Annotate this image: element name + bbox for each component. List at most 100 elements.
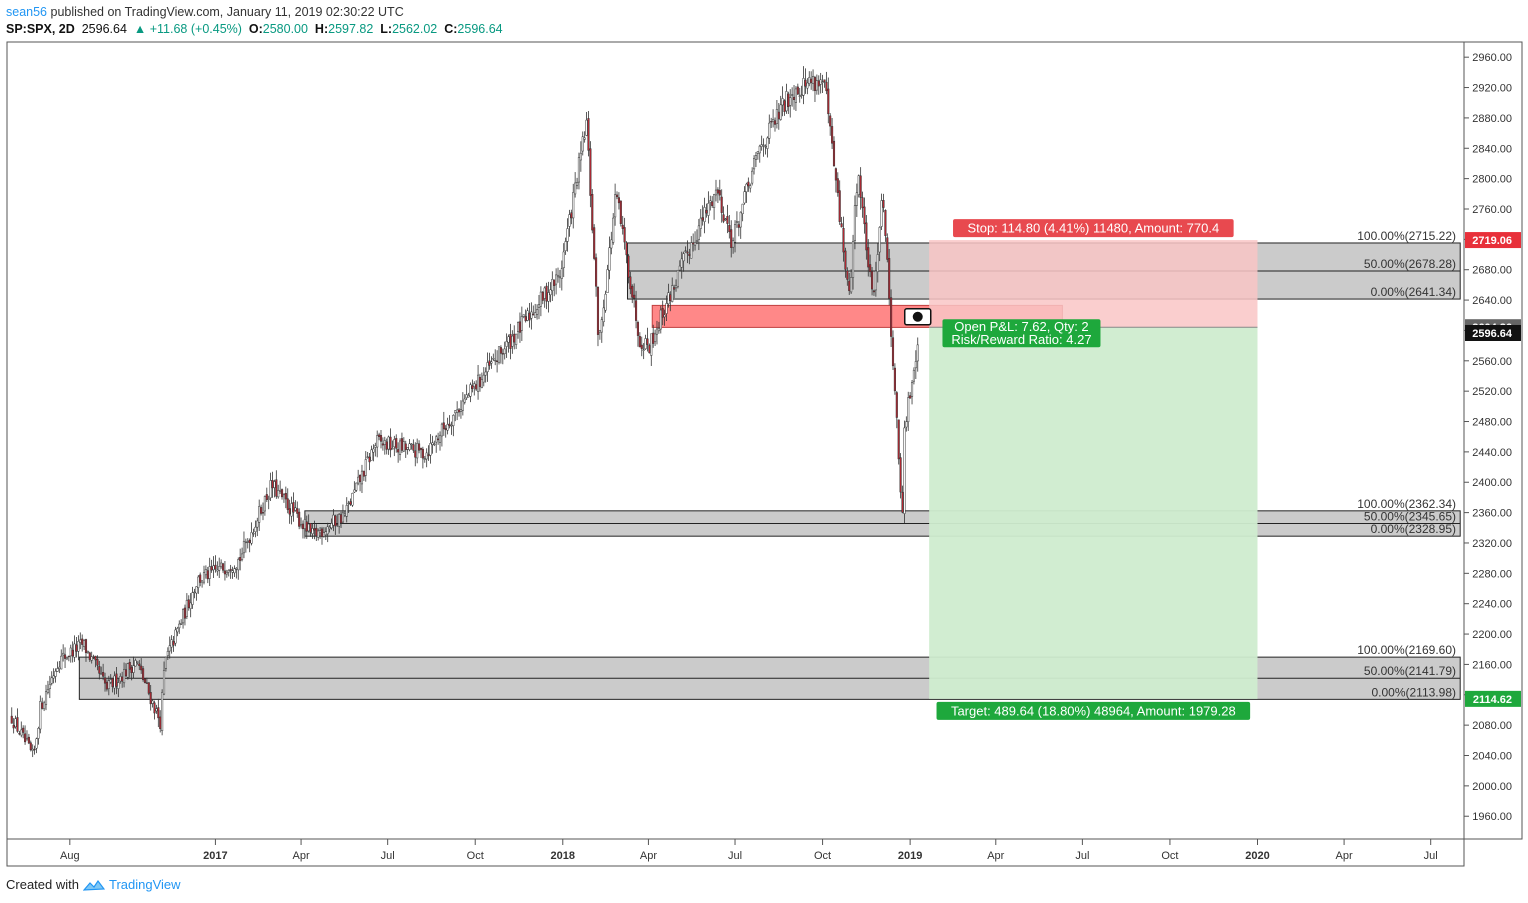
- candle-body: [182, 609, 185, 624]
- candle-body: [648, 345, 651, 354]
- candle-body: [625, 242, 628, 256]
- money-icon[interactable]: [903, 308, 932, 326]
- candle-body: [81, 638, 84, 645]
- stop-loss-area[interactable]: [929, 240, 1258, 328]
- candle-body: [142, 668, 145, 680]
- candle-body: [54, 670, 57, 677]
- candle-body: [440, 423, 443, 437]
- candle-body: [608, 247, 611, 271]
- candle-body: [288, 508, 291, 515]
- candle-body: [204, 569, 207, 576]
- candle-body: [311, 528, 314, 534]
- author-link[interactable]: sean56: [6, 5, 48, 19]
- candle-body: [480, 379, 483, 388]
- short-position-tool[interactable]: [929, 240, 1258, 699]
- candle-body: [777, 111, 780, 120]
- candle-body: [24, 733, 27, 743]
- candle-body: [836, 178, 839, 193]
- candle-body: [671, 285, 674, 302]
- zone-level-label: 100.00%(2715.22): [1357, 229, 1456, 243]
- candle-body: [189, 602, 192, 609]
- candle-body: [50, 677, 53, 684]
- candle-body: [343, 513, 346, 516]
- candle-body: [486, 362, 489, 373]
- candle-body: [313, 528, 316, 531]
- candle-body: [96, 659, 99, 666]
- candle-body: [895, 392, 898, 418]
- candle-body: [123, 669, 126, 684]
- candle-body: [655, 328, 659, 335]
- candle-body: [366, 456, 369, 458]
- candle-body: [465, 394, 468, 399]
- price-badge: [1465, 324, 1521, 341]
- zone-rect[interactable]: [78, 656, 1461, 700]
- candle-body: [309, 523, 312, 533]
- candle-body: [315, 527, 318, 537]
- zone-rect[interactable]: [626, 242, 1461, 300]
- candle-body: [452, 415, 455, 426]
- candle-body: [294, 507, 297, 511]
- candle-body: [568, 214, 571, 227]
- candle-body: [176, 628, 179, 633]
- candle-body: [223, 570, 226, 575]
- candle-body: [147, 682, 150, 694]
- candle-body: [174, 629, 177, 644]
- candle-body: [749, 185, 752, 189]
- plot-area-frame: [6, 41, 1465, 840]
- candle-body: [888, 258, 891, 299]
- candle-body: [553, 279, 556, 286]
- candle-body: [100, 673, 103, 675]
- candle-body: [153, 702, 156, 714]
- candle-body: [347, 502, 350, 505]
- candle-body: [168, 645, 171, 652]
- entry-zone-rect[interactable]: [651, 304, 1063, 328]
- candle-body: [654, 333, 657, 342]
- candle-body: [829, 115, 832, 127]
- candle-body: [427, 454, 430, 457]
- candle-body: [210, 566, 213, 571]
- x-tick-label: Jul: [381, 850, 395, 862]
- candle-body: [518, 321, 521, 333]
- candle-body: [328, 526, 331, 530]
- candle-body: [503, 348, 506, 354]
- candle-body: [547, 292, 550, 302]
- candle-body: [416, 443, 419, 459]
- time-axis[interactable]: Aug 2017 Apr Jul Oct 2018 Apr Jul Oct 2019 Apr Jul O…: [60, 839, 1438, 862]
- candle-body: [143, 678, 147, 684]
- y-tick-label: 2320.00: [1472, 538, 1512, 550]
- candle-body: [360, 470, 364, 485]
- x-tick-label: Jul: [728, 850, 742, 862]
- candle-body: [235, 567, 238, 570]
- zone-rect[interactable]: [304, 510, 1461, 537]
- candle-body: [280, 489, 284, 498]
- symbol-name[interactable]: SP:SPX, 2D: [6, 22, 75, 36]
- candle-body: [556, 274, 560, 278]
- candle-body: [433, 443, 436, 446]
- position-labels: Stop: 114.80 (4.41%) 11480, Amount: 770.…: [903, 219, 1251, 720]
- x-tick-label: 2018: [551, 850, 575, 862]
- candle-body: [813, 77, 817, 91]
- candle-body: [796, 86, 799, 95]
- candle-body: [20, 729, 23, 736]
- candle-body: [273, 481, 276, 488]
- candle-body: [256, 520, 259, 528]
- candle-body: [372, 448, 375, 453]
- price-axis[interactable]: 1960.00 2000.00 2040.00 2080.00 2120.00 2160.…: [1464, 52, 1521, 823]
- candle-body: [511, 335, 514, 347]
- candle-body: [263, 496, 266, 512]
- x-tick-label: Oct: [814, 850, 831, 862]
- candle-body: [821, 81, 824, 83]
- money-icon-coin: [912, 311, 923, 322]
- candle-body: [667, 292, 670, 305]
- candle-body: [726, 216, 729, 224]
- candle-body: [94, 655, 97, 661]
- candle-body: [640, 344, 643, 349]
- candle-body: [408, 443, 411, 450]
- tradingview-link[interactable]: TradingView: [108, 877, 181, 892]
- price-badge-label: 2719.06: [1472, 235, 1512, 247]
- candle-body: [722, 214, 725, 222]
- take-profit-area[interactable]: [929, 327, 1258, 699]
- candle-body: [450, 425, 453, 427]
- candle-body: [292, 502, 295, 513]
